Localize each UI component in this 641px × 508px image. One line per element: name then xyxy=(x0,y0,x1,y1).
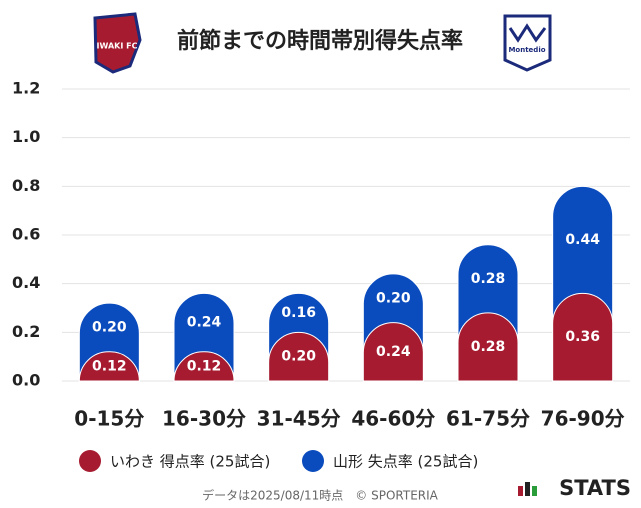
y-tick-label: 0.6 xyxy=(12,225,40,244)
y-tick-label: 1.2 xyxy=(12,79,40,98)
value-label: 0.12 xyxy=(187,358,222,374)
brand-icon xyxy=(525,482,530,496)
x-tick-label: 61-75分 xyxy=(446,407,530,431)
legend-label: 山形 失点率 (25試合) xyxy=(333,453,478,471)
bar-segment xyxy=(457,312,519,382)
value-label: 0.36 xyxy=(565,329,600,345)
brand-icon xyxy=(532,486,537,496)
legend-swatch xyxy=(302,450,324,472)
value-label: 0.24 xyxy=(376,344,411,360)
value-label: 0.20 xyxy=(281,349,316,365)
value-label: 0.16 xyxy=(281,305,316,321)
y-tick-label: 0.4 xyxy=(12,273,40,292)
value-label: 0.28 xyxy=(471,271,506,287)
bar-segment xyxy=(78,351,140,382)
legend-label: いわき 得点率 (25試合) xyxy=(110,453,270,471)
value-label: 0.12 xyxy=(92,358,127,374)
y-tick-label: 1.0 xyxy=(12,127,40,146)
x-tick-label: 76-90分 xyxy=(541,407,625,431)
away-logo-shape xyxy=(503,14,552,72)
home-logo: IWAKI FC xyxy=(93,12,142,74)
value-label: 0.20 xyxy=(92,319,127,335)
chart-title: 前節までの時間帯別得失点率 xyxy=(177,28,463,54)
brand-icon xyxy=(518,486,523,496)
value-label: 0.28 xyxy=(471,339,506,355)
x-tick-label: 16-30分 xyxy=(162,407,246,431)
bar-segment xyxy=(173,351,235,382)
away-logo: Montedio xyxy=(503,14,552,72)
home-logo-shape xyxy=(93,12,142,74)
away-logo-mark xyxy=(508,23,547,43)
away-logo-text: Montedio xyxy=(508,46,545,54)
bar-segment xyxy=(552,185,614,324)
brand-text: STATS xyxy=(559,476,631,500)
legend-swatch xyxy=(79,450,101,472)
value-label: 0.20 xyxy=(376,290,411,306)
bar-segment xyxy=(268,331,330,382)
footnote: データは2025/08/11時点 © SPORTERIA xyxy=(202,488,439,503)
y-tick-label: 0.0 xyxy=(12,371,40,390)
value-label: 0.24 xyxy=(187,315,222,331)
bar-segment xyxy=(552,292,614,382)
bar-segment xyxy=(362,322,424,382)
brand: STATS xyxy=(518,476,631,500)
home-logo-text: IWAKI FC xyxy=(97,42,138,51)
y-tick-label: 0.2 xyxy=(12,322,40,341)
y-tick-label: 0.8 xyxy=(12,176,40,195)
value-label: 0.44 xyxy=(565,232,600,248)
x-tick-label: 31-45分 xyxy=(257,407,341,431)
x-tick-label: 0-15分 xyxy=(74,407,144,431)
x-tick-label: 46-60分 xyxy=(351,407,435,431)
